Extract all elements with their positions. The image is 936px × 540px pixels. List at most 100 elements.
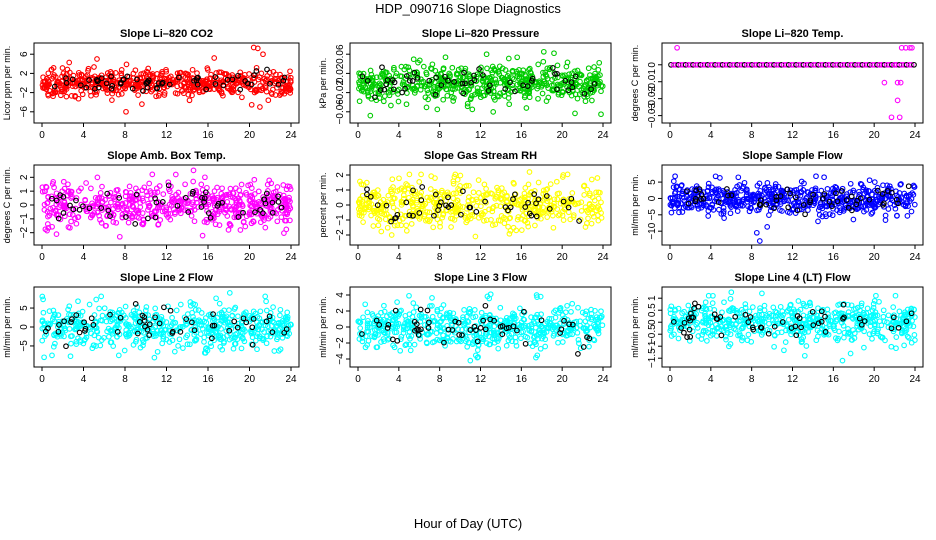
x-tick-label: 24 [597,374,609,385]
data-point [44,227,50,234]
data-point [401,66,408,73]
data-point [745,331,752,338]
data-point [239,94,245,101]
data-point [101,305,108,312]
data-point [585,65,592,72]
data-point [721,299,727,306]
x-tick-label: 8 [122,130,128,141]
data-point [260,51,266,58]
data-point [503,342,510,349]
data-point [594,175,601,181]
data-point [578,72,585,79]
data-point [385,192,392,199]
data-point [485,88,492,94]
y-axis-label: ml/min per min. [630,174,640,236]
data-point [274,184,281,190]
data-point [216,222,223,228]
data-point [86,301,93,308]
data-point [598,88,604,95]
data-point [72,83,79,90]
data-point [95,195,101,202]
data-point [475,177,482,183]
data-point [389,176,396,183]
data-point [220,193,227,199]
data-point [73,197,79,204]
data-point [257,219,264,226]
data-point [86,205,93,212]
x-tick-label: 0 [355,252,361,263]
data-point [502,82,508,88]
data-point [551,70,558,76]
data-point [129,196,136,203]
data-point [574,329,581,336]
data-point [204,76,210,83]
panel-title: Slope Li–820 Temp. [742,28,844,40]
data-point [467,357,474,364]
y-tick-label: −5 [19,340,30,352]
data-point [69,76,76,83]
data-point [404,90,410,96]
data-point [483,83,490,89]
data-point [458,84,465,91]
data-point [438,82,445,88]
data-point [507,79,513,86]
y-tick-label: 0 [335,202,346,208]
panel-frame [661,42,924,124]
data-point [882,212,889,219]
data-point [411,69,418,76]
data-point [265,188,271,194]
data-point [668,209,675,216]
data-point [263,307,270,314]
x-tick-label: 24 [597,252,609,263]
data-point [122,303,129,310]
data-point [154,189,161,195]
data-point [41,207,48,213]
data-point [151,208,158,214]
data-point [393,70,400,77]
data-point [520,82,526,89]
data-point [462,80,468,87]
data-point [88,185,94,192]
data-point [167,211,174,217]
data-point [395,98,402,105]
data-point [713,333,720,339]
data-point [777,303,784,310]
data-point [40,309,47,316]
data-point [95,84,102,91]
data-point [584,91,590,98]
data-point [108,85,115,92]
data-point [734,208,741,214]
x-tick-label: 12 [161,130,173,141]
data-point [431,84,437,91]
data-point [112,70,119,76]
data-point [254,45,261,52]
data-point [94,56,100,62]
data-point [123,214,129,220]
data-point [88,315,95,322]
data-point [753,229,760,236]
data-point [562,77,569,84]
data-point [596,59,603,66]
data-point [43,86,50,93]
data-point [905,183,912,190]
data-point [154,85,160,92]
data-point [165,182,172,189]
data-point [728,204,734,210]
data-point [133,207,139,214]
data-point [104,90,111,96]
data-point [244,80,251,87]
data-point [888,114,895,121]
data-point [94,78,101,85]
data-points [667,289,918,364]
data-point [67,224,73,231]
data-point [160,191,167,197]
x-tick-label: 16 [202,252,214,263]
data-point [205,210,212,216]
data-point [381,86,388,93]
data-point [237,227,244,233]
data-point [861,344,867,351]
data-point [433,74,439,81]
